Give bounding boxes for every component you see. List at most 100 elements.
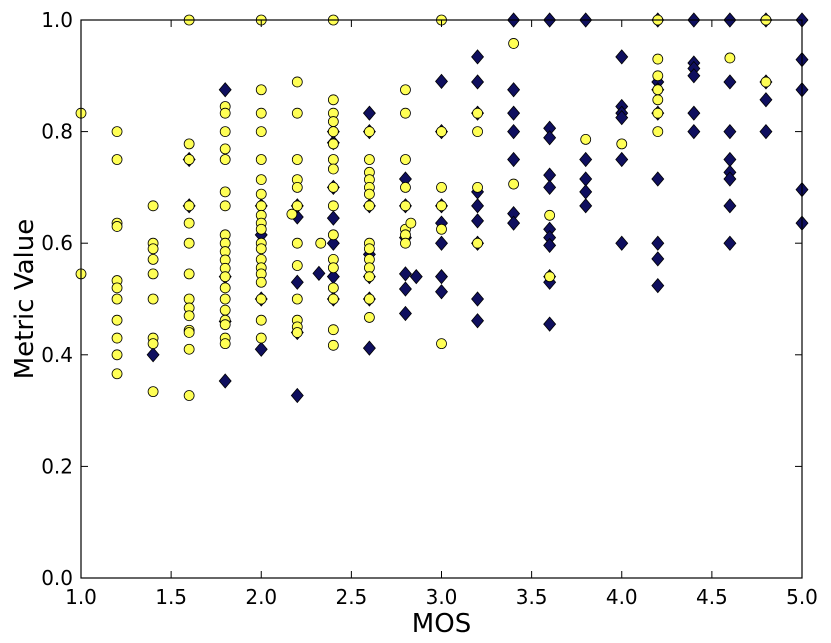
circle-marker [147,338,159,350]
circle-marker [291,293,303,305]
circle-marker [219,304,231,316]
circle-marker [327,339,339,351]
x-tick-label: 3.0 [426,585,458,609]
circle-marker [147,268,159,280]
circle-marker [291,107,303,119]
circle-marker [219,186,231,198]
circle-marker [255,276,267,288]
x-tick-label: 5.0 [786,585,818,609]
diamond-marker [579,198,593,214]
circle-marker [255,332,267,344]
circle-marker [327,293,339,305]
diamond-marker [290,274,304,290]
diamond-marker [651,251,665,267]
diamond-marker [398,305,412,322]
diamond-marker [723,74,737,90]
diamond-marker [579,171,593,187]
circle-marker [219,143,231,155]
circle-marker [183,138,195,150]
diamond-marker [615,110,629,126]
circle-marker [219,107,231,119]
circle-marker [400,237,411,249]
circle-marker [652,70,664,82]
circle-marker [327,324,339,336]
y-tick-label: 0.8 [41,120,73,144]
diamond-marker [687,105,701,121]
circle-marker [760,76,772,88]
circle-marker [147,293,159,305]
circle-marker [183,293,195,305]
diamond-marker [759,123,773,140]
circle-marker [291,181,303,193]
circle-marker [327,200,339,212]
y-axis-title: Metric Value [10,219,40,380]
circle-marker [327,229,339,241]
circle-marker [111,126,123,138]
diamond-marker [507,82,521,98]
diamond-marker [290,387,304,404]
circle-marker [652,107,664,119]
circle-marker [183,310,195,322]
circle-marker [544,271,556,283]
circle-marker [111,154,123,165]
circle-marker [183,390,195,401]
y-tick-label: 0.0 [41,566,73,590]
diamond-marker [326,235,340,251]
circle-marker [327,163,339,175]
circle-marker [400,181,411,193]
circle-marker [219,200,231,212]
diamond-marker [312,265,326,281]
circle-marker [219,271,231,283]
circle-marker [436,200,447,212]
circle-marker [363,154,375,165]
diamond-marker [651,277,665,294]
diamond-marker [398,281,412,297]
diamond-marker [435,284,448,300]
circle-marker [400,154,411,165]
circle-marker [436,223,447,235]
circle-marker [327,116,339,127]
plot-markers [75,12,809,404]
diamond-marker [723,151,737,168]
diamond-marker [579,151,593,168]
y-tick-labels: 0.0 0.2 0.4 0.6 0.8 1.0 [41,8,73,590]
diamond-marker [543,179,557,196]
diamond-marker [471,74,485,90]
circle-marker [219,338,231,350]
circle-marker [327,181,339,193]
circle-marker [286,208,298,220]
circle-marker [616,138,628,150]
y-tick-label: 1.0 [41,8,73,32]
diamond-marker [723,235,737,251]
circle-marker [111,293,123,305]
circle-marker [255,174,267,185]
circle-marker [183,200,195,212]
circle-marker [400,107,411,119]
diamond-marker [687,123,701,140]
circle-marker [436,126,447,138]
circle-marker [652,84,664,96]
diamond-marker [326,210,340,226]
circle-marker [255,84,267,96]
circle-marker [400,84,411,96]
diamond-marker [471,198,485,214]
diamond-marker [543,316,557,332]
circle-marker [219,282,231,294]
diamond-marker [651,171,665,187]
y-tick-label: 0.6 [41,231,73,255]
x-axis-title: MOS [412,609,471,639]
x-tick-label: 4.0 [606,585,638,609]
circle-marker [111,282,123,294]
circle-marker [255,107,267,119]
diamond-marker [579,184,593,200]
diamond-marker [723,171,737,187]
circle-marker [183,268,195,280]
circle-marker [219,293,231,305]
diamond-marker [507,151,521,168]
circle-marker [363,312,375,323]
circle-marker [255,200,267,212]
circle-marker [219,126,231,138]
circle-marker [291,154,303,165]
circle-marker [219,154,231,165]
circle-marker [183,217,195,229]
